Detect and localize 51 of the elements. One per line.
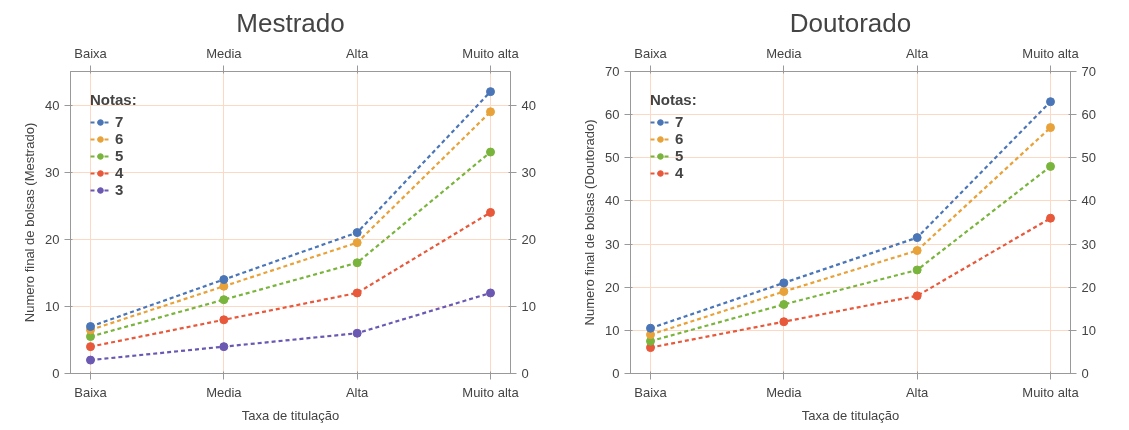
y2-tick-label: 50 (1081, 150, 1096, 166)
y2-tick-label: 60 (1081, 107, 1096, 123)
y-tick-label: 20 (45, 231, 60, 247)
chart-title: Mestrado (236, 7, 345, 38)
x-tick-label: Baixa (74, 384, 108, 400)
y-tick-label: 0 (612, 366, 620, 381)
y-tick-label: 70 (605, 64, 620, 79)
y2-tick-label: 10 (521, 298, 536, 314)
y2-tick-label: 70 (1081, 64, 1096, 79)
x-tick-label: Alta (345, 384, 370, 400)
y2-tick-label: 30 (1081, 236, 1096, 252)
y-tick-label: 50 (605, 150, 620, 166)
y-tick-label: 20 (605, 279, 620, 295)
y-tick-label: 10 (605, 322, 620, 338)
legend-label: 5 (115, 147, 125, 164)
x-tick-label: Muito alta (462, 384, 520, 400)
y2-tick-label: 20 (1081, 279, 1096, 295)
legend-label: 4 (115, 164, 125, 181)
y2-tick-label: 20 (521, 231, 536, 247)
y-tick-label: 30 (605, 236, 620, 252)
legend-label: 6 (115, 130, 125, 147)
x-tick-label: Baixa (634, 45, 668, 61)
legend-label: 7 (115, 113, 125, 130)
x-axis-title: Taxa de titulação (241, 407, 340, 423)
y-tick-label: 60 (605, 107, 620, 123)
y-tick-label: 0 (52, 366, 60, 381)
y2-tick-label: 30 (521, 164, 536, 180)
x-tick-label: Muito alta (1022, 45, 1080, 61)
y2-tick-label: 40 (1081, 193, 1096, 209)
legend-title: Notas: (650, 91, 697, 108)
y-tick-label: 40 (45, 97, 60, 113)
y2-tick-label: 0 (521, 366, 529, 381)
y2-tick-label: 10 (1081, 322, 1096, 338)
y-axis-title: Numero final de bolsas (Doutorado) (582, 119, 598, 326)
y2-tick-label: 0 (1081, 366, 1089, 381)
legend-label: 3 (115, 181, 125, 198)
x-tick-label: Media (766, 45, 803, 61)
x-axis-title: Taxa de titulação (801, 407, 900, 423)
y-tick-label: 40 (605, 193, 620, 209)
y-tick-label: 30 (45, 164, 60, 180)
legend-label: 5 (675, 147, 685, 164)
x-tick-label: Alta (905, 45, 930, 61)
y-axis-title: Numero final de bolsas (Mestrado) (22, 122, 38, 323)
legend-label: 7 (675, 113, 685, 130)
chart-title: Doutorado (789, 7, 912, 38)
x-tick-label: Media (206, 384, 243, 400)
y2-tick-label: 40 (521, 97, 536, 113)
legend-label: 4 (675, 164, 685, 181)
y-tick-label: 10 (45, 298, 60, 314)
legend-title: Notas: (90, 91, 137, 108)
legend-label: 6 (675, 130, 685, 147)
